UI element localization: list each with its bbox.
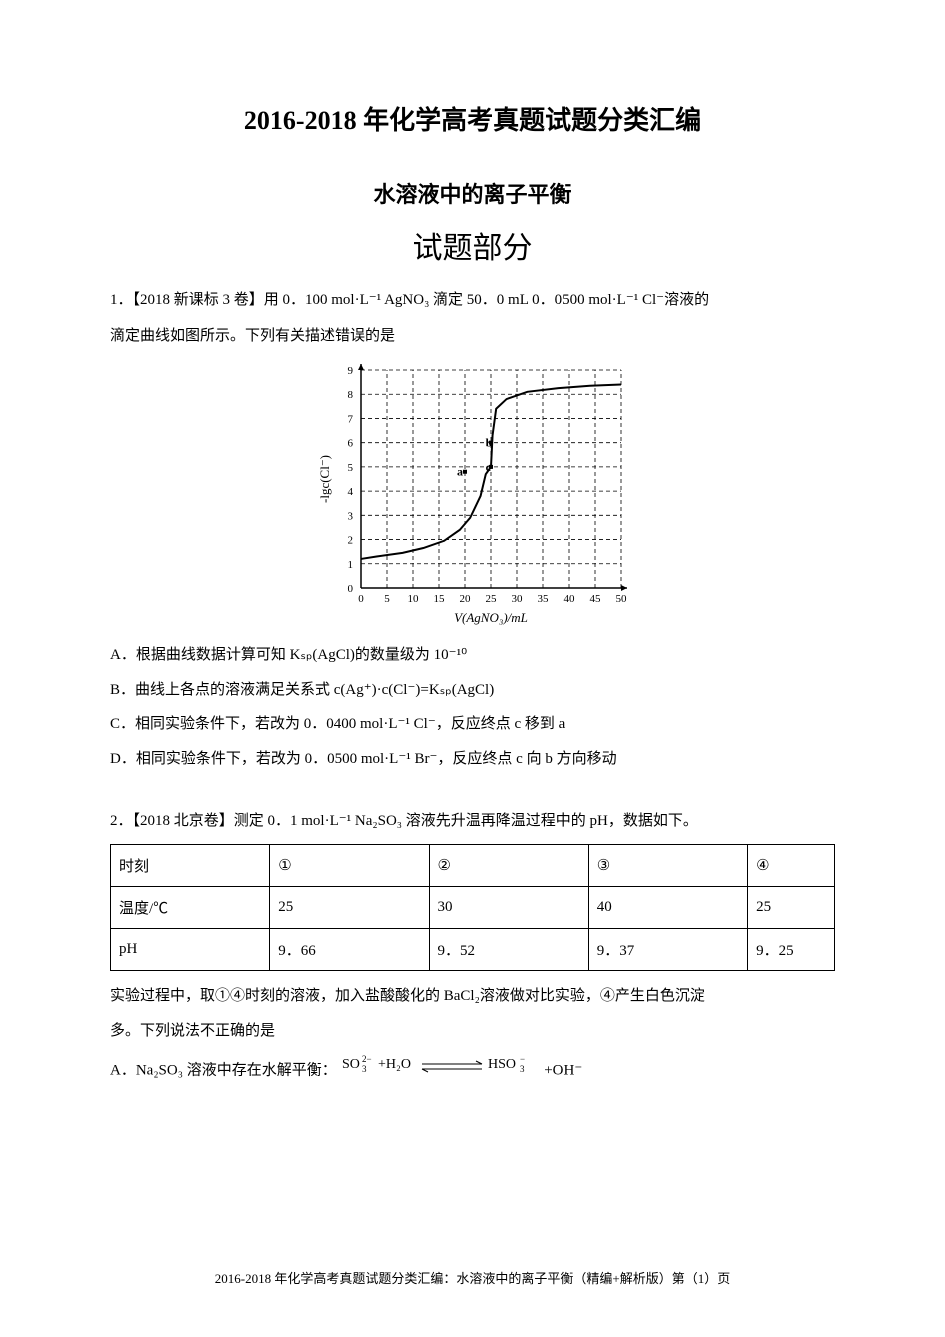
table-cell: pH [111,928,270,970]
table-cell: 温度/℃ [111,886,270,928]
svg-text:0: 0 [358,593,364,605]
svg-text:3: 3 [520,1064,525,1074]
equilibrium-equation: SO32−+H₂OHSO3− [340,1052,540,1091]
svg-text:2−: 2− [362,1054,372,1064]
table-cell: ③ [588,844,747,886]
q1-options: A．根据曲线数据计算可知 Kₛₚ(AgCl)的数量级为 10⁻¹⁰ B．曲线上各… [110,638,835,776]
svg-text:SO: SO [342,1057,360,1072]
svg-text:25: 25 [485,593,497,605]
sub-title: 水溶液中的离子平衡 [110,177,835,209]
titration-curve-chart: 051015202530354045500123456789V(AgNO₃)/m… [313,358,633,628]
q1-option-c: C．相同实验条件下，若改为 0．0400 mol·L⁻¹ Cl⁻，反应终点 c … [110,707,835,742]
svg-text:35: 35 [537,593,549,605]
q2-after-a: 实验过程中，取①④时刻的溶液，加入盐酸酸化的 BaCl₂溶液做对比实验，④产生白… [110,981,835,1013]
table-cell: 9．25 [748,928,835,970]
svg-text:2: 2 [347,535,353,547]
q1-option-a: A．根据曲线数据计算可知 Kₛₚ(AgCl)的数量级为 10⁻¹⁰ [110,638,835,673]
page: 2016-2018 年化学高考真题试题分类汇编 水溶液中的离子平衡 试题部分 1… [0,0,945,1337]
svg-text:V(AgNO₃)/mL: V(AgNO₃)/mL [454,610,528,625]
svg-text:c: c [485,460,491,474]
section-title: 试题部分 [110,223,835,267]
q2-after-b: 多。下列说法不正确的是 [110,1016,835,1048]
svg-text:7: 7 [347,413,353,425]
table-cell: 25 [270,886,429,928]
svg-text:30: 30 [511,593,523,605]
svg-text:40: 40 [563,593,575,605]
svg-text:+H₂O: +H₂O [378,1057,411,1072]
table-cell: 9．52 [429,928,588,970]
q1-line2: 滴定曲线如图所示。下列有关描述错误的是 [110,321,835,353]
svg-text:−: − [520,1054,525,1064]
svg-text:6: 6 [347,438,353,450]
svg-text:0: 0 [347,583,353,595]
svg-text:5: 5 [347,462,353,474]
svg-text:5: 5 [384,593,390,605]
table-cell: 40 [588,886,747,928]
table-cell: 时刻 [111,844,270,886]
svg-text:-lgc(Cl⁻): -lgc(Cl⁻) [317,455,332,503]
main-title: 2016-2018 年化学高考真题试题分类汇编 [110,100,835,137]
q2-text: 2．【2018 北京卷】测定 0．1 mol·L⁻¹ Na₂SO₃ 溶液先升温再… [110,806,835,838]
page-footer: 2016-2018 年化学高考真题试题分类汇编：水溶液中的离子平衡（精编+解析版… [0,1268,945,1287]
svg-text:8: 8 [347,389,353,401]
svg-text:15: 15 [433,593,445,605]
svg-text:4: 4 [347,486,353,498]
q2-option-a: A．Na₂SO₃ 溶液中存在水解平衡： SO32−+H₂OHSO3− +OH⁻ [110,1052,835,1091]
svg-text:45: 45 [589,593,601,605]
svg-text:b: b [485,436,492,450]
table-cell: ① [270,844,429,886]
table-cell: 25 [748,886,835,928]
table-cell: 9．37 [588,928,747,970]
table-cell: 9．66 [270,928,429,970]
q1-line1: 1．【2018 新课标 3 卷】用 0．100 mol·L⁻¹ AgNO₃ 滴定… [110,285,835,317]
svg-text:3: 3 [347,510,353,522]
svg-text:1: 1 [347,559,353,571]
svg-text:9: 9 [347,365,353,377]
table-cell: 30 [429,886,588,928]
svg-text:50: 50 [615,593,627,605]
q1-option-d: D．相同实验条件下，若改为 0．0500 mol·L⁻¹ Br⁻，反应终点 c … [110,742,835,777]
q1-option-b: B．曲线上各点的溶液满足关系式 c(Ag⁺)·c(Cl⁻)=Kₛₚ(AgCl) [110,673,835,708]
q2-table: 时刻①②③④温度/℃25304025pH9．669．529．379．25 [110,844,835,971]
svg-text:HSO: HSO [488,1057,516,1072]
svg-text:10: 10 [407,593,419,605]
svg-text:20: 20 [459,593,471,605]
q1-chart: 051015202530354045500123456789V(AgNO₃)/m… [110,358,835,628]
table-cell: ② [429,844,588,886]
table-cell: ④ [748,844,835,886]
svg-text:a: a [457,465,463,479]
svg-text:3: 3 [362,1064,367,1074]
